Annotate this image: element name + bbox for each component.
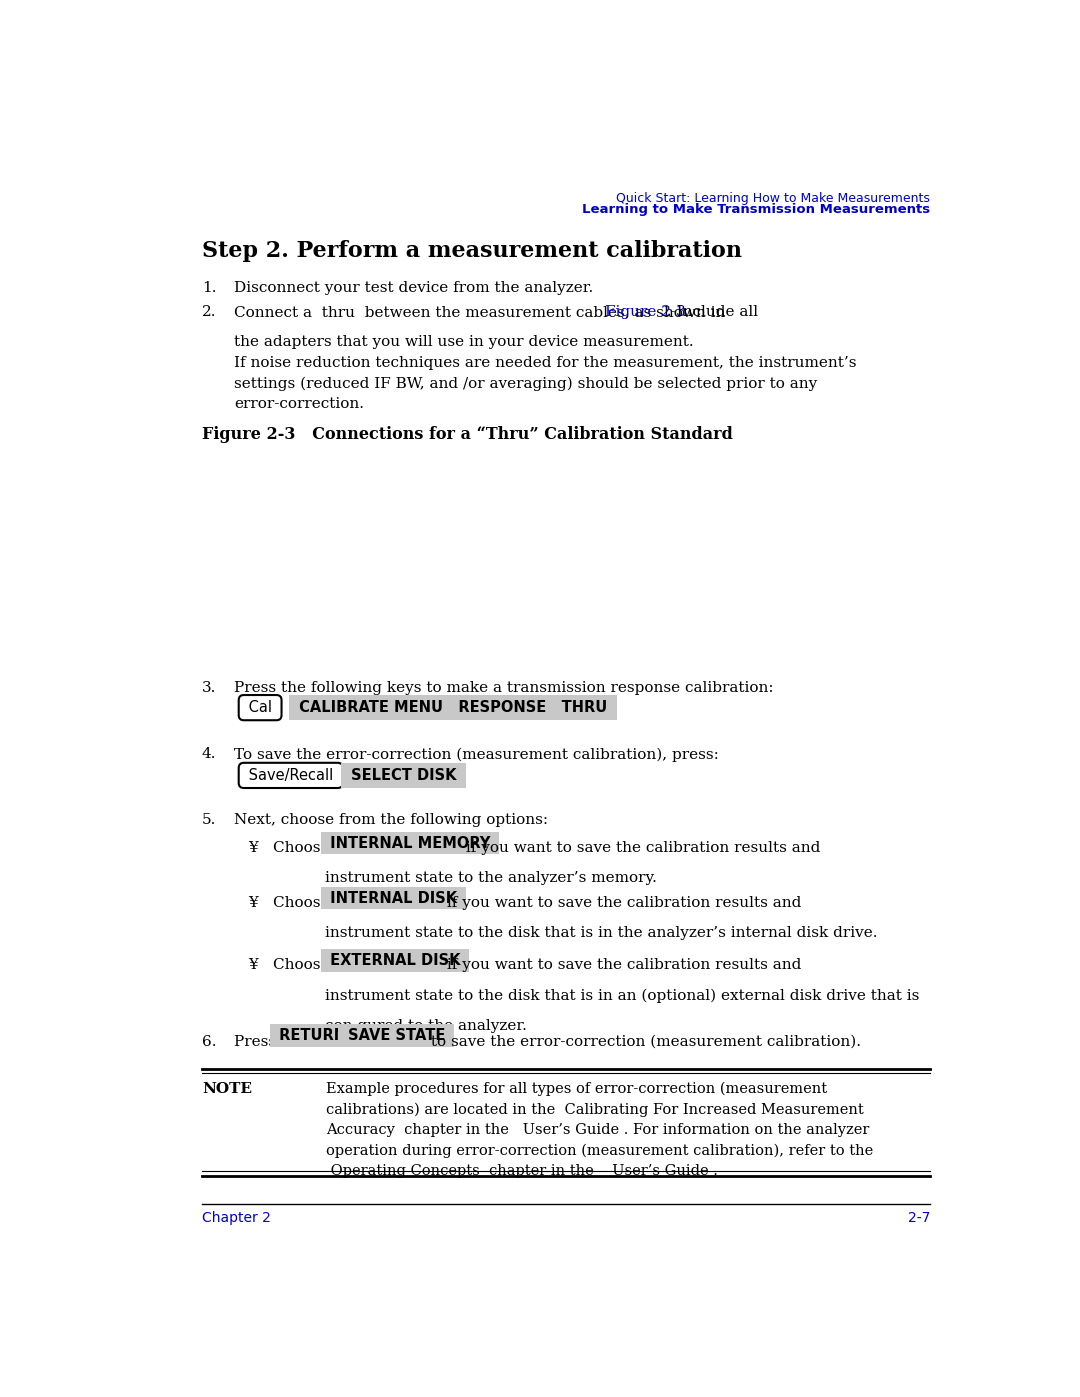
Text: ¥: ¥ xyxy=(248,841,258,855)
Text: Figure 2-3   Connections for a “Thru” Calibration Standard: Figure 2-3 Connections for a “Thru” Cali… xyxy=(202,426,733,443)
Text: instrument state to the analyzer’s memory.: instrument state to the analyzer’s memor… xyxy=(325,872,657,886)
Text: NOTE: NOTE xyxy=(202,1083,252,1097)
Text: ¥: ¥ xyxy=(248,958,258,972)
Text: 4.: 4. xyxy=(202,747,216,761)
Text: the adapters that you will use in your device measurement.: the adapters that you will use in your d… xyxy=(233,335,693,349)
Text: EXTERNAL DISK: EXTERNAL DISK xyxy=(325,953,465,968)
Text: CALIBRATE MENU   RESPONSE   THRU: CALIBRATE MENU RESPONSE THRU xyxy=(294,700,612,715)
Text: 3.: 3. xyxy=(202,680,216,694)
Text: Connect a  thru  between the measurement cables, as shown in: Connect a thru between the measurement c… xyxy=(233,306,725,320)
Text: Press: Press xyxy=(233,1035,281,1049)
Text: if you want to save the calibration results and: if you want to save the calibration resu… xyxy=(442,895,801,909)
Text: Example procedures for all types of error-correction (measurement
calibrations) : Example procedures for all types of erro… xyxy=(326,1083,873,1178)
Text: Choose: Choose xyxy=(273,958,335,972)
Text: Step 2. Perform a measurement calibration: Step 2. Perform a measurement calibratio… xyxy=(202,240,742,261)
Text: To save the error-correction (measurement calibration), press:: To save the error-correction (measuremen… xyxy=(233,747,718,761)
Text: 2.: 2. xyxy=(202,306,216,320)
Text: Save/Recall: Save/Recall xyxy=(244,768,338,782)
Text: con gured to the analyzer.: con gured to the analyzer. xyxy=(325,1018,527,1032)
Text: 6.: 6. xyxy=(202,1035,216,1049)
Text: if you want to save the calibration results and: if you want to save the calibration resu… xyxy=(442,958,801,972)
Text: Disconnect your test device from the analyzer.: Disconnect your test device from the ana… xyxy=(233,281,593,295)
Text: Learning to Make Transmission Measurements: Learning to Make Transmission Measuremen… xyxy=(582,203,930,217)
Text: Quick Start: Learning How to Make Measurements: Quick Start: Learning How to Make Measur… xyxy=(617,193,930,205)
Text: Next, choose from the following options:: Next, choose from the following options: xyxy=(233,813,548,827)
Text: INTERNAL DISK: INTERNAL DISK xyxy=(325,890,462,905)
Text: INTERNAL MEMORY: INTERNAL MEMORY xyxy=(325,835,496,851)
Text: 5.: 5. xyxy=(202,813,216,827)
Text: Press the following keys to make a transmission response calibration:: Press the following keys to make a trans… xyxy=(233,680,773,694)
Text: Choose: Choose xyxy=(273,895,335,909)
Text: Cal: Cal xyxy=(244,700,276,715)
Text: ¥: ¥ xyxy=(248,895,258,909)
Text: instrument state to the disk that is in the analyzer’s internal disk drive.: instrument state to the disk that is in … xyxy=(325,926,877,940)
Text: instrument state to the disk that is in an (optional) external disk drive that i: instrument state to the disk that is in … xyxy=(325,989,919,1003)
Text: Figure 2-3: Figure 2-3 xyxy=(605,306,686,320)
Text: SAVE STATE: SAVE STATE xyxy=(342,1028,450,1044)
Text: If noise reduction techniques are needed for the measurement, the instrument’s
s: If noise reduction techniques are needed… xyxy=(233,356,856,411)
Text: Choose: Choose xyxy=(273,841,335,855)
Text: if you want to save the calibration results and: if you want to save the calibration resu… xyxy=(460,841,820,855)
Text: SELECT DISK: SELECT DISK xyxy=(346,768,461,782)
Text: . Include all: . Include all xyxy=(667,306,758,320)
Text: 2-7: 2-7 xyxy=(908,1211,930,1225)
Text: RETURN: RETURN xyxy=(274,1028,351,1044)
Text: to save the error-correction (measurement calibration).: to save the error-correction (measuremen… xyxy=(427,1035,861,1049)
Text: 1.: 1. xyxy=(202,281,216,295)
Text: Chapter 2: Chapter 2 xyxy=(202,1211,271,1225)
